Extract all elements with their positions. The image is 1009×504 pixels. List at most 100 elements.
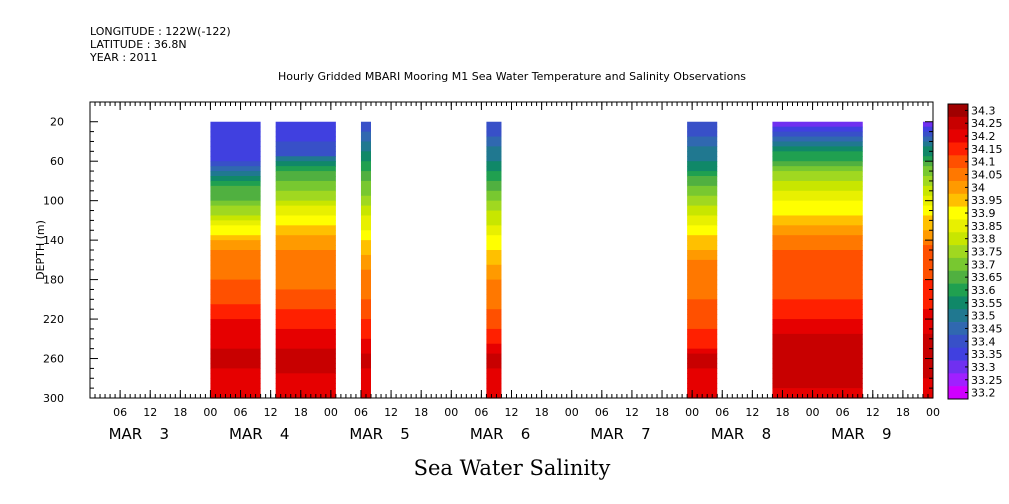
salinity-cell [210, 274, 261, 281]
salinity-cell [275, 220, 336, 226]
salinity-cell [360, 136, 371, 143]
salinity-cell [687, 200, 718, 207]
salinity-cell [486, 353, 502, 360]
salinity-cell [360, 348, 371, 355]
salinity-cell [210, 383, 261, 389]
salinity-cell [922, 190, 933, 197]
salinity-cell [275, 368, 336, 374]
salinity-cell [687, 324, 718, 330]
x-tick-label: 12 [384, 406, 398, 419]
colorbar-label: 33.45 [971, 322, 1003, 335]
salinity-cell [772, 126, 863, 133]
salinity-cell [922, 146, 933, 152]
salinity-cell [210, 171, 261, 177]
salinity-cell [922, 333, 933, 340]
salinity-cell [687, 284, 718, 291]
salinity-cell [486, 225, 502, 231]
longitude-label: LONGITUDE : 122W(-122) [90, 25, 231, 38]
salinity-cell [275, 363, 336, 369]
colorbar-swatch [948, 296, 968, 310]
x-tick-label: 06 [474, 406, 488, 419]
salinity-cell [687, 264, 718, 271]
salinity-cell [687, 225, 718, 231]
salinity-cell [210, 284, 261, 291]
salinity-cell [275, 151, 336, 157]
salinity-cell [772, 195, 863, 202]
colorbar-label: 34.1 [971, 156, 996, 169]
salinity-cell [210, 250, 261, 256]
salinity-cell [772, 245, 863, 251]
salinity-cell [210, 378, 261, 384]
salinity-cell [772, 378, 863, 384]
salinity-cell [275, 156, 336, 162]
salinity-cell [922, 121, 933, 128]
salinity-cell [922, 250, 933, 256]
salinity-cell [687, 319, 718, 325]
x-day-label: 9 [882, 425, 892, 443]
salinity-cell [922, 161, 933, 167]
x-day-label: 6 [521, 425, 531, 443]
x-month-label: MAR [711, 425, 745, 443]
salinity-cell [275, 324, 336, 330]
salinity-cell [486, 284, 502, 291]
salinity-cell [210, 141, 261, 147]
salinity-cell [922, 378, 933, 384]
salinity-cell [687, 353, 718, 360]
salinity-cell [772, 176, 863, 182]
x-tick-label: 00 [324, 406, 338, 419]
salinity-cell [360, 250, 371, 256]
salinity-cell [360, 319, 371, 325]
colorbar-swatch [948, 257, 968, 272]
x-month-label: MAR [109, 425, 143, 443]
salinity-cell [772, 368, 863, 374]
salinity-cell [360, 289, 371, 295]
salinity-cell [210, 121, 261, 128]
salinity-cell [275, 274, 336, 281]
salinity-cell [772, 324, 863, 330]
salinity-cell [275, 254, 336, 261]
salinity-cell [772, 235, 863, 241]
salinity-cell [772, 151, 863, 157]
salinity-cell [210, 343, 261, 350]
salinity-cell [360, 126, 371, 133]
salinity-cell [922, 205, 933, 212]
salinity-cell [486, 368, 502, 374]
salinity-cell [486, 348, 502, 355]
salinity-cell [360, 388, 371, 394]
salinity-cell [922, 373, 933, 379]
salinity-cell [210, 309, 261, 315]
salinity-cell [687, 373, 718, 379]
salinity-cell [772, 205, 863, 212]
salinity-cell [486, 200, 502, 207]
salinity-cell [360, 378, 371, 384]
salinity-cell [275, 343, 336, 350]
colorbar-label: 33.4 [971, 335, 996, 348]
x-tick-label: 00 [926, 406, 940, 419]
x-tick-label: 18 [775, 406, 789, 419]
salinity-cell [275, 161, 336, 167]
salinity-cell [360, 338, 371, 345]
salinity-cell [486, 161, 502, 167]
salinity-cell [922, 363, 933, 369]
salinity-cell [687, 205, 718, 212]
colorbar-swatch [948, 168, 968, 182]
x-month-label: MAR [470, 425, 504, 443]
chart-title: Hourly Gridded MBARI Mooring M1 Sea Wate… [278, 70, 746, 83]
x-tick-label: 00 [444, 406, 458, 419]
salinity-cell [360, 254, 371, 261]
salinity-cell [360, 220, 371, 226]
salinity-cell [687, 279, 718, 286]
x-tick-label: 00 [203, 406, 217, 419]
salinity-cell [275, 190, 336, 197]
x-month-label: MAR [229, 425, 263, 443]
salinity-cell [772, 185, 863, 192]
colorbar-label: 33.9 [971, 207, 996, 220]
salinity-cell [772, 264, 863, 271]
colorbar-swatch [948, 116, 968, 130]
salinity-cell [687, 121, 718, 128]
salinity-cell [275, 378, 336, 384]
salinity-cell [486, 259, 502, 266]
salinity-cell [275, 141, 336, 147]
salinity-cell [772, 166, 863, 172]
salinity-cell [922, 200, 933, 207]
